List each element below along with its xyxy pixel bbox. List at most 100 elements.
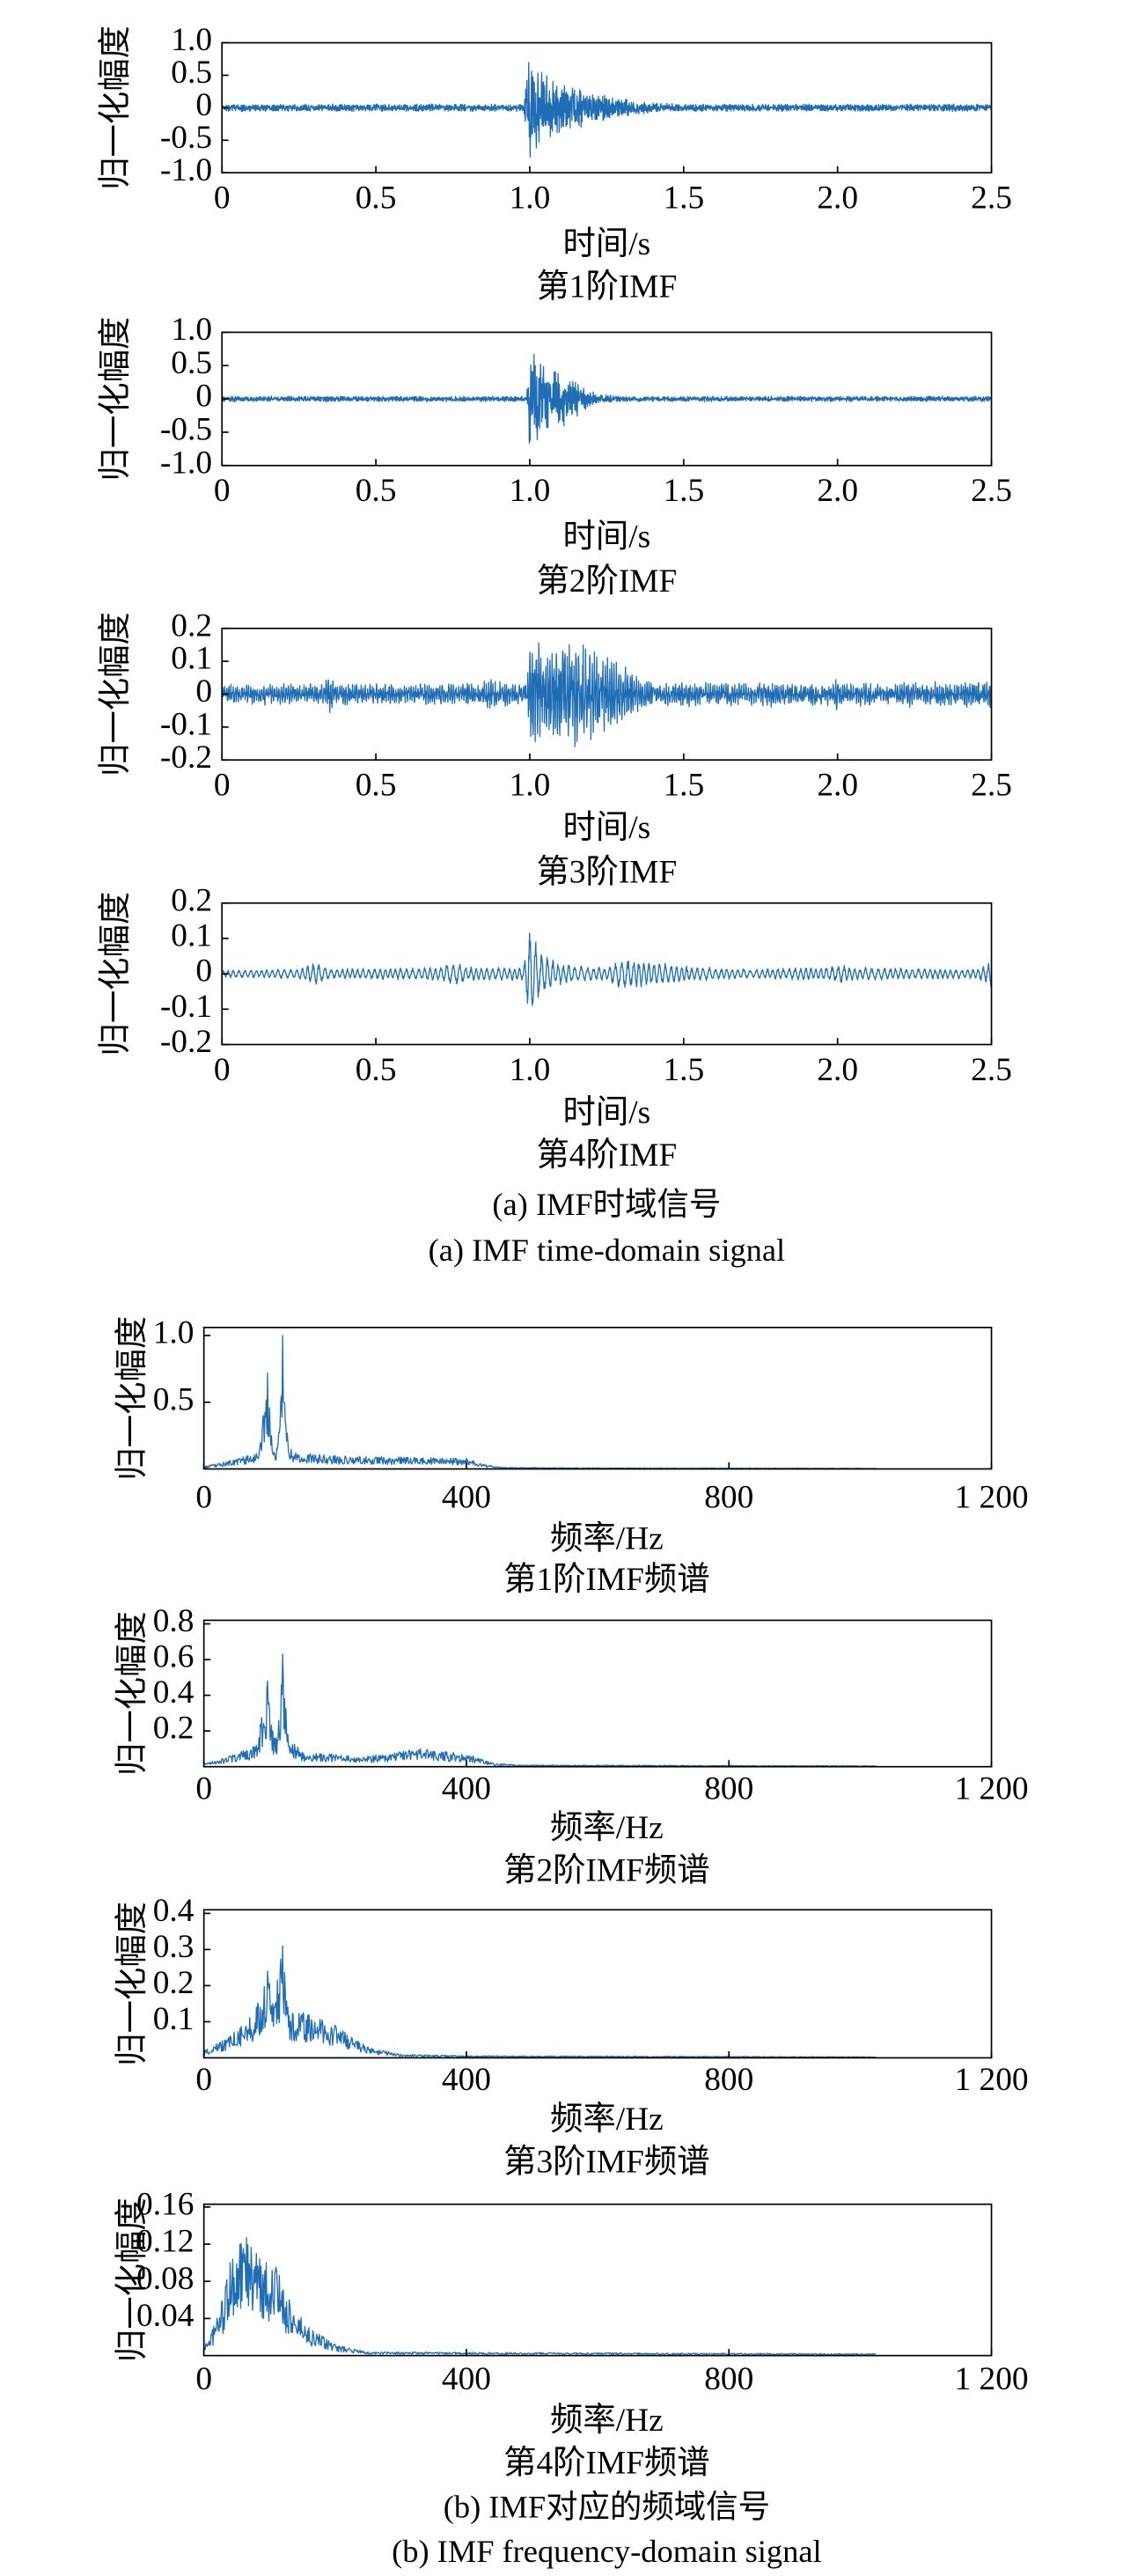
y-tick-label: 0.8 bbox=[153, 1603, 195, 1639]
x-tick-label: 1 200 bbox=[955, 2361, 1029, 2397]
y-axis-label: 归一化幅度 bbox=[97, 612, 134, 776]
subplot-title: 第2阶IMF bbox=[536, 563, 677, 600]
subplot-imf3-time: 0 0.5 1.0 1.5 2.0 2.50.20.10-0.1-0.2归一化幅度时间/s… bbox=[97, 607, 1012, 890]
x-tick-label: 1.5 bbox=[663, 768, 704, 804]
y-tick-label: 0.2 bbox=[153, 1965, 195, 2001]
imf4-time-series-line bbox=[222, 932, 992, 1006]
imf2-time-series-line bbox=[222, 353, 992, 445]
subplot-title: 第4阶IMF bbox=[536, 1137, 677, 1174]
y-tick-label: 0 bbox=[195, 673, 212, 710]
x-tick-label: 2.0 bbox=[817, 1052, 858, 1088]
x-tick-label: 1.0 bbox=[510, 1052, 551, 1088]
subplot-title: 第3阶IMF bbox=[536, 854, 677, 891]
y-tick-label: 0 bbox=[195, 87, 212, 123]
subplot-imf1-time: 0 0.5 1.0 1.5 2.0 2.51.00.50-0.5-1.0归一化幅度时间/s… bbox=[97, 22, 1012, 305]
y-tick-label: 0.4 bbox=[153, 1674, 195, 1711]
x-tick-label: 2.5 bbox=[971, 768, 1012, 804]
caption-a-chinese: (a) IMF时域信号 bbox=[492, 1187, 721, 1222]
y-tick-label: -0.1 bbox=[160, 706, 212, 742]
plot-frame bbox=[202, 1327, 993, 1470]
y-tick-label: 0.5 bbox=[171, 345, 212, 381]
subplot-imf4-time: 0 0.5 1.0 1.5 2.0 2.50.20.10-0.1-0.2归一化幅度时间/s… bbox=[97, 882, 1012, 1174]
x-axis-label: 频率/Hz bbox=[550, 1809, 664, 1846]
imf1-time-series-line bbox=[222, 62, 992, 158]
imf2-spectrum-series-line bbox=[203, 1653, 877, 1767]
x-tick-label: 1.5 bbox=[663, 1052, 704, 1088]
x-tick-label: 2.0 bbox=[817, 180, 858, 217]
plot-frame bbox=[202, 1909, 993, 2059]
plot-frame bbox=[221, 902, 993, 1046]
x-tick-label: 0 bbox=[195, 2062, 212, 2098]
y-tick-label: 0.16 bbox=[136, 2186, 194, 2222]
caption-a-english: (a) IMF time-domain signal bbox=[429, 1233, 786, 1268]
x-tick-label: 2.5 bbox=[971, 180, 1012, 217]
subplot-imf2-time: 0 0.5 1.0 1.5 2.0 2.51.00.50-0.5-1.0归一化幅度时间/s… bbox=[97, 312, 1012, 600]
y-tick-label: 0.04 bbox=[136, 2298, 195, 2334]
x-tick-label: 0 bbox=[214, 1052, 231, 1088]
x-axis-label: 频率/Hz bbox=[550, 1520, 664, 1557]
x-tick-label: 0 bbox=[214, 180, 231, 217]
y-tick-label: -0.1 bbox=[160, 989, 212, 1025]
x-tick-label: 0.5 bbox=[356, 180, 397, 217]
x-tick-label: 1.0 bbox=[510, 473, 551, 509]
y-tick-label: 0.1 bbox=[171, 918, 212, 954]
x-tick-label: 800 bbox=[704, 1770, 753, 1807]
x-axis-label: 时间/s bbox=[563, 519, 651, 555]
imf1-spectrum-series-line bbox=[203, 1335, 877, 1469]
subplots: 0 0.5 1.0 1.5 2.0 2.51.00.50-0.5-1.0归一化幅度时间/s… bbox=[97, 22, 1028, 2481]
x-tick-label: 0 bbox=[214, 768, 231, 804]
x-tick-label: 400 bbox=[442, 2361, 491, 2397]
y-tick-label: 0.3 bbox=[153, 1929, 195, 1965]
x-tick-label: 0 bbox=[195, 2361, 212, 2397]
x-tick-label: 0.5 bbox=[356, 1052, 397, 1088]
subplot-title: 第2阶IMF频谱 bbox=[503, 1852, 710, 1889]
caption-b-english: (b) IMF frequency-domain signal bbox=[392, 2534, 822, 2569]
x-tick-label: 800 bbox=[704, 2361, 753, 2397]
x-tick-label: 2.0 bbox=[817, 768, 858, 804]
x-tick-label: 1 200 bbox=[955, 2062, 1029, 2098]
x-tick-label: 1.5 bbox=[663, 180, 704, 217]
x-tick-label: 2.0 bbox=[817, 473, 858, 509]
y-tick-label: 0.1 bbox=[171, 641, 212, 677]
x-tick-label: 1.5 bbox=[663, 473, 704, 509]
y-tick-label: 0.5 bbox=[153, 1381, 195, 1417]
y-axis-label: 归一化幅度 bbox=[114, 1611, 150, 1776]
y-tick-label: 0.1 bbox=[153, 2001, 195, 2037]
y-tick-label: 0.2 bbox=[153, 1711, 195, 1747]
x-tick-label: 800 bbox=[704, 1480, 753, 1516]
x-axis-label: 频率/Hz bbox=[550, 2101, 664, 2138]
caption-b-chinese: (b) IMF对应的频域信号 bbox=[444, 2490, 770, 2525]
x-tick-label: 800 bbox=[704, 2062, 753, 2098]
x-tick-label: 400 bbox=[442, 1770, 491, 1807]
subplot-title: 第3阶IMF频谱 bbox=[503, 2143, 710, 2180]
x-tick-label: 0 bbox=[195, 1480, 212, 1516]
y-axis-label: 归一化幅度 bbox=[114, 2197, 150, 2362]
y-tick-label: 0.2 bbox=[171, 607, 212, 644]
subplot-title: 第1阶IMF频谱 bbox=[503, 1561, 710, 1598]
y-tick-label: -0.2 bbox=[160, 740, 212, 776]
x-tick-label: 0 bbox=[195, 1770, 212, 1807]
y-tick-label: -1.0 bbox=[160, 445, 212, 481]
x-tick-label: 1.0 bbox=[510, 768, 551, 804]
imf3-spectrum-series-line bbox=[203, 1945, 877, 2058]
plot-frame bbox=[202, 1619, 993, 1768]
y-tick-label: 0.6 bbox=[153, 1639, 195, 1675]
y-tick-label: 0.08 bbox=[136, 2261, 194, 2297]
imf4-spectrum-series-line bbox=[203, 2237, 877, 2356]
x-tick-label: 400 bbox=[442, 2062, 491, 2098]
x-tick-label: 0.5 bbox=[356, 768, 397, 804]
x-tick-label: 0 bbox=[214, 473, 231, 509]
y-tick-label: -1.0 bbox=[160, 152, 212, 188]
y-axis-label: 归一化幅度 bbox=[114, 1902, 150, 2066]
x-axis-label: 时间/s bbox=[563, 226, 651, 262]
x-tick-label: 1 200 bbox=[955, 1770, 1029, 1807]
x-axis-label: 频率/Hz bbox=[550, 2402, 664, 2439]
y-tick-label: 0.4 bbox=[153, 1893, 195, 1929]
y-tick-label: -0.2 bbox=[160, 1024, 212, 1060]
x-tick-label: 1.0 bbox=[510, 180, 551, 217]
y-tick-label: -0.5 bbox=[160, 412, 212, 448]
